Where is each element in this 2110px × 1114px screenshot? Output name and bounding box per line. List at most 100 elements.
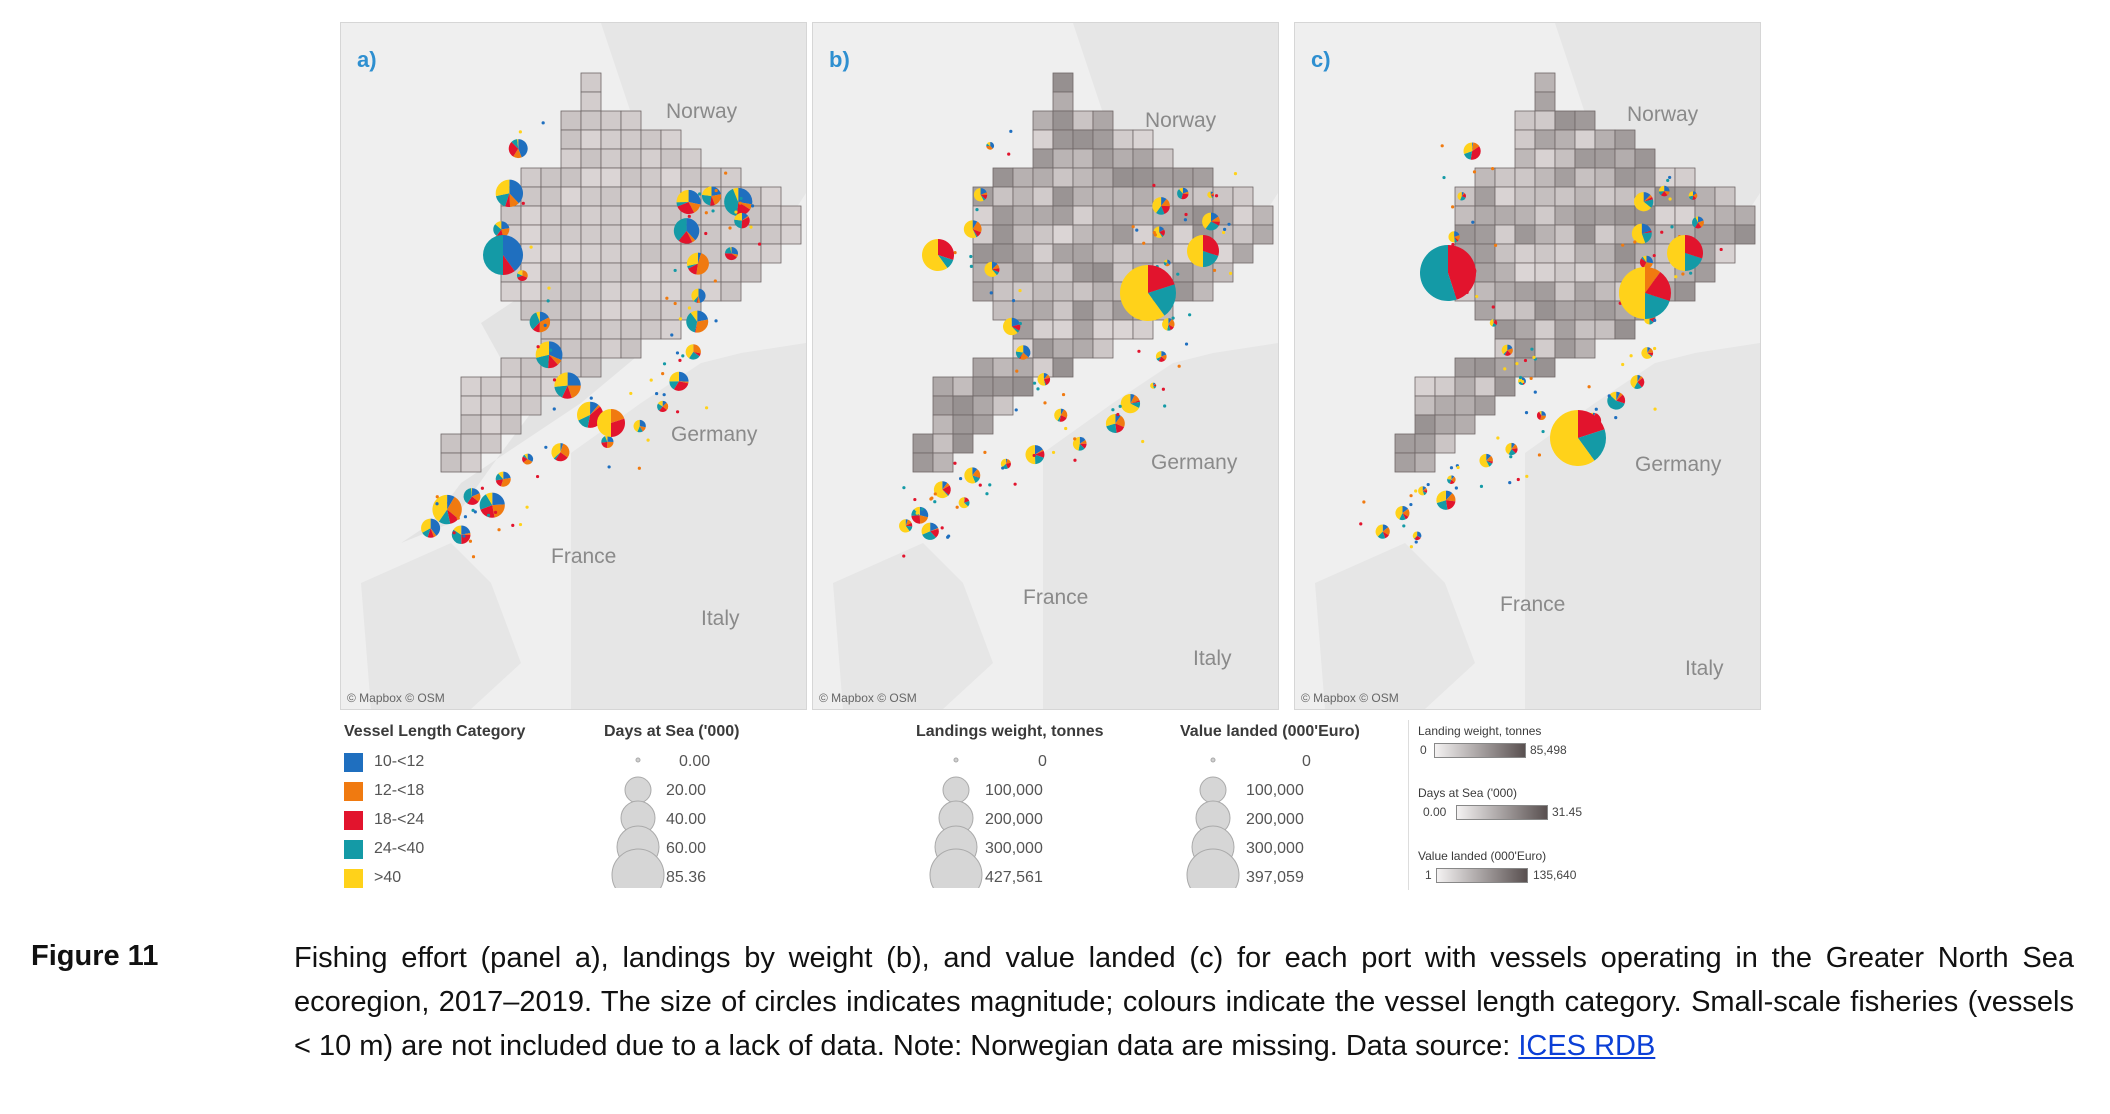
port-pie-slice: [1412, 531, 1418, 539]
port-pie-slice: [1643, 192, 1651, 202]
map-panel-a[interactable]: a) Norway Germany France Italy © Mapbox …: [340, 22, 807, 710]
port-pie-slice: [1616, 392, 1623, 401]
grid-cell: [640, 129, 662, 150]
country-label-italy: Italy: [701, 607, 740, 630]
grid-cell: [1554, 129, 1576, 150]
grid-cell: [640, 148, 662, 169]
port-dot: [673, 268, 677, 273]
port-dot: [978, 483, 982, 487]
port-pie-slice: [1005, 458, 1011, 464]
grid-cell: [1534, 205, 1556, 226]
port-dot: [1518, 375, 1523, 380]
port-pie-slice: [657, 403, 663, 411]
port-pie-slice: [1202, 212, 1211, 229]
port-pie-slice: [1156, 356, 1162, 362]
port-dot: [704, 406, 709, 410]
port-pie-slice: [1115, 415, 1125, 428]
grid-cell: [640, 243, 662, 264]
port-pie-slice: [972, 469, 981, 478]
grid-cell: [1534, 91, 1556, 112]
port-dot: [1015, 369, 1019, 373]
grid-cell: [1614, 319, 1636, 340]
port-pie-slice: [991, 261, 998, 270]
port-dot: [1451, 242, 1455, 247]
grid-cell: [1534, 243, 1556, 264]
gradient-bar: [1456, 805, 1548, 820]
grid-cell: [580, 243, 602, 264]
swatch-12-18: [344, 782, 363, 801]
grid-cell: [660, 148, 682, 169]
grid-cell: [640, 281, 662, 302]
grid-cell: [1494, 205, 1516, 226]
port-pie-slice: [972, 229, 978, 238]
grid-cell: [780, 224, 802, 245]
port-pie-slice: [1643, 197, 1653, 202]
port-pie-slice: [1422, 487, 1428, 491]
port-pie-slice: [1210, 216, 1220, 222]
grid-cell: [1092, 167, 1114, 188]
grid-cell: [1032, 281, 1054, 302]
grid-cell: [640, 224, 662, 245]
port-pie-slice: [1479, 453, 1490, 468]
grid-cell: [1052, 205, 1074, 226]
grid-cell: [1112, 243, 1134, 264]
port-dot: [1018, 288, 1022, 293]
port-pie-slice: [1451, 476, 1456, 483]
map-panel-c[interactable]: c) Norway Germany France Italy © Mapbox …: [1294, 22, 1761, 710]
port-pie-slice: [724, 188, 739, 216]
grid-cell: [560, 300, 582, 321]
grid-cell: [1012, 357, 1034, 378]
port-dot: [1184, 212, 1188, 217]
port-pie-slice: [495, 473, 504, 481]
port-dot: [1011, 299, 1016, 303]
port-pie-slice: [527, 453, 534, 462]
port-pie-slice: [693, 295, 699, 303]
port-pies-c: [1359, 142, 1723, 549]
map-panel-b[interactable]: b) Norway Germany France Italy © Mapbox …: [812, 22, 1279, 710]
vessel-legend-label: 12-<18: [374, 782, 425, 799]
gradient-max: 31.45: [1552, 805, 1583, 819]
port-pie-slice: [964, 467, 976, 484]
port-pie-slice: [1493, 319, 1496, 323]
port-pie-slice: [980, 194, 988, 200]
port-pie-slice: [669, 371, 679, 382]
grid-cell: [640, 205, 662, 226]
port-dot: [518, 130, 522, 134]
grid-cell: [1534, 72, 1556, 93]
port-pie-slice: [461, 532, 471, 535]
grid-cell: [1534, 224, 1556, 245]
port-pie-slice: [1161, 205, 1170, 214]
port-pie-slice: [576, 401, 591, 421]
grid-cell: [660, 129, 682, 150]
grid-cell: [460, 414, 482, 435]
country-label-norway: Norway: [1627, 103, 1699, 126]
grid-cell: [1414, 433, 1436, 454]
port-pie-slice: [1692, 191, 1697, 196]
port-pie-slice: [1148, 284, 1176, 316]
grid-cell: [1072, 262, 1094, 283]
port-pie-slice: [1447, 475, 1452, 480]
port-pie-slice: [698, 288, 706, 303]
port-dot: [1131, 225, 1135, 229]
port-pie-slice: [696, 253, 709, 275]
grid-cell: [740, 262, 762, 283]
landings-legend-value: 427,561: [985, 869, 1043, 886]
grid-cell: [1052, 72, 1074, 93]
grid-cell: [1414, 395, 1436, 416]
grid-cell: [1112, 319, 1134, 340]
port-pie-slice: [639, 426, 646, 432]
grid-cell: [1494, 224, 1516, 245]
data-source-link[interactable]: ICES RDB: [1518, 1030, 1656, 1062]
port-pie-slice: [1637, 375, 1643, 382]
port-pie-slice: [933, 481, 948, 499]
port-pie-slice: [597, 409, 611, 437]
grid-cell: [992, 186, 1014, 207]
grid-cell: [1132, 224, 1154, 245]
port-dot: [1621, 362, 1625, 367]
gradient-legend-title: Value landed (000'Euro): [1418, 849, 1547, 863]
port-pie-slice: [554, 385, 568, 398]
port-pie-slice: [1422, 490, 1427, 496]
grid-cell: [1012, 224, 1034, 245]
port-dot: [1587, 385, 1591, 389]
port-pie-slice: [509, 193, 519, 208]
